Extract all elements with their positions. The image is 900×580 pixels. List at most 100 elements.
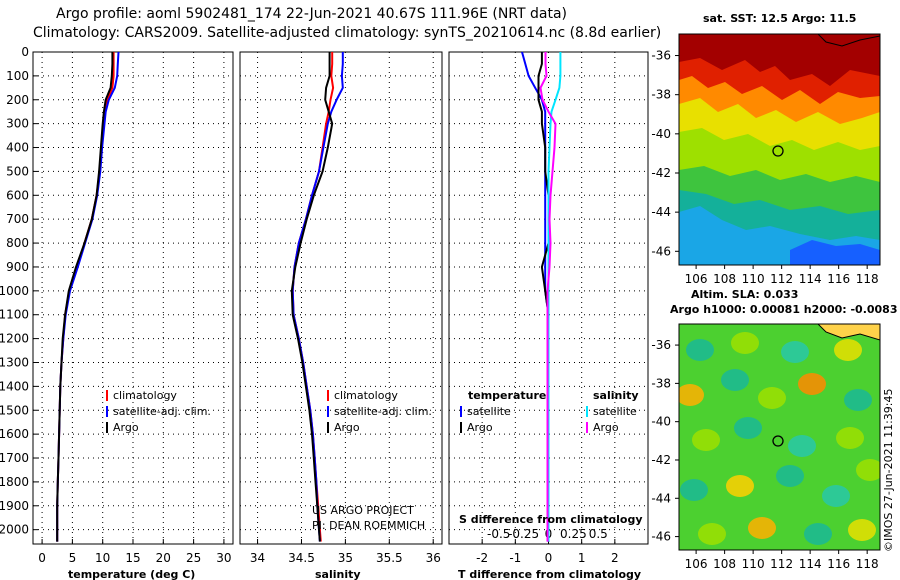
- lat-tick-label: -38: [651, 376, 671, 390]
- y-tick-label: 1200: [0, 332, 29, 346]
- sst-argo-marker: [772, 145, 784, 157]
- sla-blob: [692, 429, 720, 451]
- y-tick-label: 1500: [0, 403, 29, 417]
- temperature-panel: 0100200300400500600700800900100011001200…: [0, 45, 234, 580]
- sst-map-image: [679, 34, 880, 265]
- sst-band-blue: [790, 240, 880, 265]
- sla-map-title-line2: Argo h1000: 0.00081 h2000: -0.0083: [670, 303, 898, 316]
- legend-label-argo: Argo: [113, 421, 139, 434]
- lat-tick-label: -46: [651, 530, 671, 544]
- sst-map-title: sat. SST: 12.5 Argo: 11.5: [703, 12, 856, 25]
- salinity-legend: climatology satellite-adj. clim. Argo: [327, 389, 432, 434]
- difference-panel: -2 -1 0 1 2 -0.5-0.25 0 0.25 0.5 T difference f…: [448, 51, 649, 580]
- s-difference-label: S difference from climatology: [459, 513, 643, 526]
- y-tick-label: 1100: [0, 308, 29, 322]
- x-tick-label: 20: [156, 551, 171, 565]
- legend-label-climatology: climatology: [334, 389, 398, 402]
- x-tick-label: 35.5: [376, 551, 403, 565]
- lat-tick-label: -36: [651, 338, 671, 352]
- sst-map-lon-ticks: 106 108 110 112 114 116 118: [685, 265, 879, 286]
- salinity-gridlines: [240, 51, 442, 544]
- lon-tick-label: 112: [770, 557, 793, 571]
- sla-map-title-line1: Altim. SLA: 0.033: [691, 288, 798, 301]
- y-tick-label: 1400: [0, 379, 29, 393]
- y-tick-label: 900: [6, 260, 29, 274]
- lon-tick-label: 114: [799, 557, 822, 571]
- difference-series: [521, 51, 562, 542]
- s-tick-label: -0.5: [487, 527, 510, 541]
- sla-blob: [804, 523, 832, 545]
- lon-tick-label: 108: [713, 557, 736, 571]
- x-tick-label: 30: [216, 551, 231, 565]
- sla-blob: [788, 435, 816, 457]
- lat-tick-label: -42: [651, 166, 671, 180]
- x-tick-label: 10: [95, 551, 110, 565]
- series-line-argo: [56, 52, 114, 542]
- lon-tick-label: 108: [713, 272, 736, 286]
- temperature-x-ticks: 0 5 10 15 20 25 30: [38, 539, 232, 565]
- y-tick-label: 200: [6, 93, 29, 107]
- sla-blob: [798, 373, 826, 395]
- x-tick-label: 35: [338, 551, 353, 565]
- x-tick-label: -1: [509, 551, 521, 565]
- sla-blob: [822, 485, 850, 507]
- sla-blob: [834, 339, 862, 361]
- imos-timestamp: ©IMOS 27-Jun-2021 11:39:45: [882, 388, 895, 552]
- salinity-axes-frame: [239, 51, 443, 545]
- sst-map-panel: sat. SST: 12.5 Argo: 11.5 -36 -38 -40 -42 -4…: [651, 12, 881, 286]
- difference-x-ticks: -2 -1 0 1 2: [476, 539, 619, 565]
- lat-tick-label: -40: [651, 415, 671, 429]
- x-tick-label: 36: [426, 551, 441, 565]
- x-tick-label: -2: [476, 551, 488, 565]
- lon-tick-label: 112: [770, 272, 793, 286]
- sla-map-lon-ticks: 106 108 110 112 114 116 118: [685, 550, 879, 571]
- sla-blob: [680, 479, 708, 501]
- legend-label-t-satellite: satellite: [467, 405, 511, 418]
- lon-tick-label: 106: [685, 557, 708, 571]
- temperature-legend: climatology satellite-adj. clim. Argo: [106, 389, 211, 434]
- sla-blob: [758, 387, 786, 409]
- sla-map-image: [679, 324, 880, 550]
- y-tick-label: 1800: [0, 475, 29, 489]
- lon-tick-label: 110: [742, 557, 765, 571]
- sla-blob: [679, 384, 704, 406]
- lat-tick-label: -38: [651, 88, 671, 102]
- y-tick-label: 1700: [0, 451, 29, 465]
- y-tick-label: 1600: [0, 427, 29, 441]
- sla-map-lat-ticks: -36 -38 -40 -42 -44 -46: [651, 338, 679, 544]
- sla-blob: [698, 523, 726, 545]
- lon-tick-label: 116: [827, 272, 850, 286]
- sla-blob: [686, 339, 714, 361]
- project-annotation-line1: US ARGO PROJECT: [312, 504, 414, 517]
- x-tick-label: 5: [69, 551, 77, 565]
- lon-tick-label: 110: [742, 272, 765, 286]
- x-tick-label: 34: [250, 551, 265, 565]
- sla-blob: [856, 459, 880, 481]
- lon-tick-label: 114: [799, 272, 822, 286]
- salinity-x-ticks: 34 34.5 35 35.5 36: [250, 539, 441, 565]
- lon-tick-label: 118: [856, 557, 879, 571]
- legend-label-satellite: satellite-adj. clim.: [334, 405, 432, 418]
- legend-label-satellite: satellite-adj. clim.: [113, 405, 211, 418]
- sla-blob: [836, 427, 864, 449]
- y-tick-label: 300: [6, 117, 29, 131]
- sla-anomaly-blobs: [679, 332, 880, 545]
- lon-tick-label: 116: [827, 557, 850, 571]
- x-tick-label: 15: [125, 551, 140, 565]
- y-tick-label: 500: [6, 164, 29, 178]
- series-line-argo-salinity-: [539, 52, 557, 542]
- x-tick-label: 34.5: [288, 551, 315, 565]
- series-line-satellite-temperature-: [521, 51, 550, 542]
- sst-map-lat-ticks: -36 -38 -40 -42 -44 -46: [651, 49, 679, 258]
- header-title-line2: Climatology: CARS2009. Satellite-adjuste…: [33, 25, 661, 41]
- sla-blob: [776, 465, 804, 487]
- salinity-panel: 34 34.5 35 35.5 36 salinity climatology sate…: [239, 51, 443, 580]
- s-tick-label: -0.25: [508, 527, 539, 541]
- legend-label-t-argo: Argo: [467, 421, 493, 434]
- sla-map-frame: [678, 323, 881, 551]
- difference-legend: temperature salinity satellite Argo sate…: [460, 389, 639, 434]
- sla-coast: [817, 324, 880, 341]
- temperature-y-ticks: 0 100 200 300 400 500 600 700 800 900 1000 1100 1200…: [0, 45, 38, 537]
- legend-header-temperature: temperature: [468, 389, 546, 402]
